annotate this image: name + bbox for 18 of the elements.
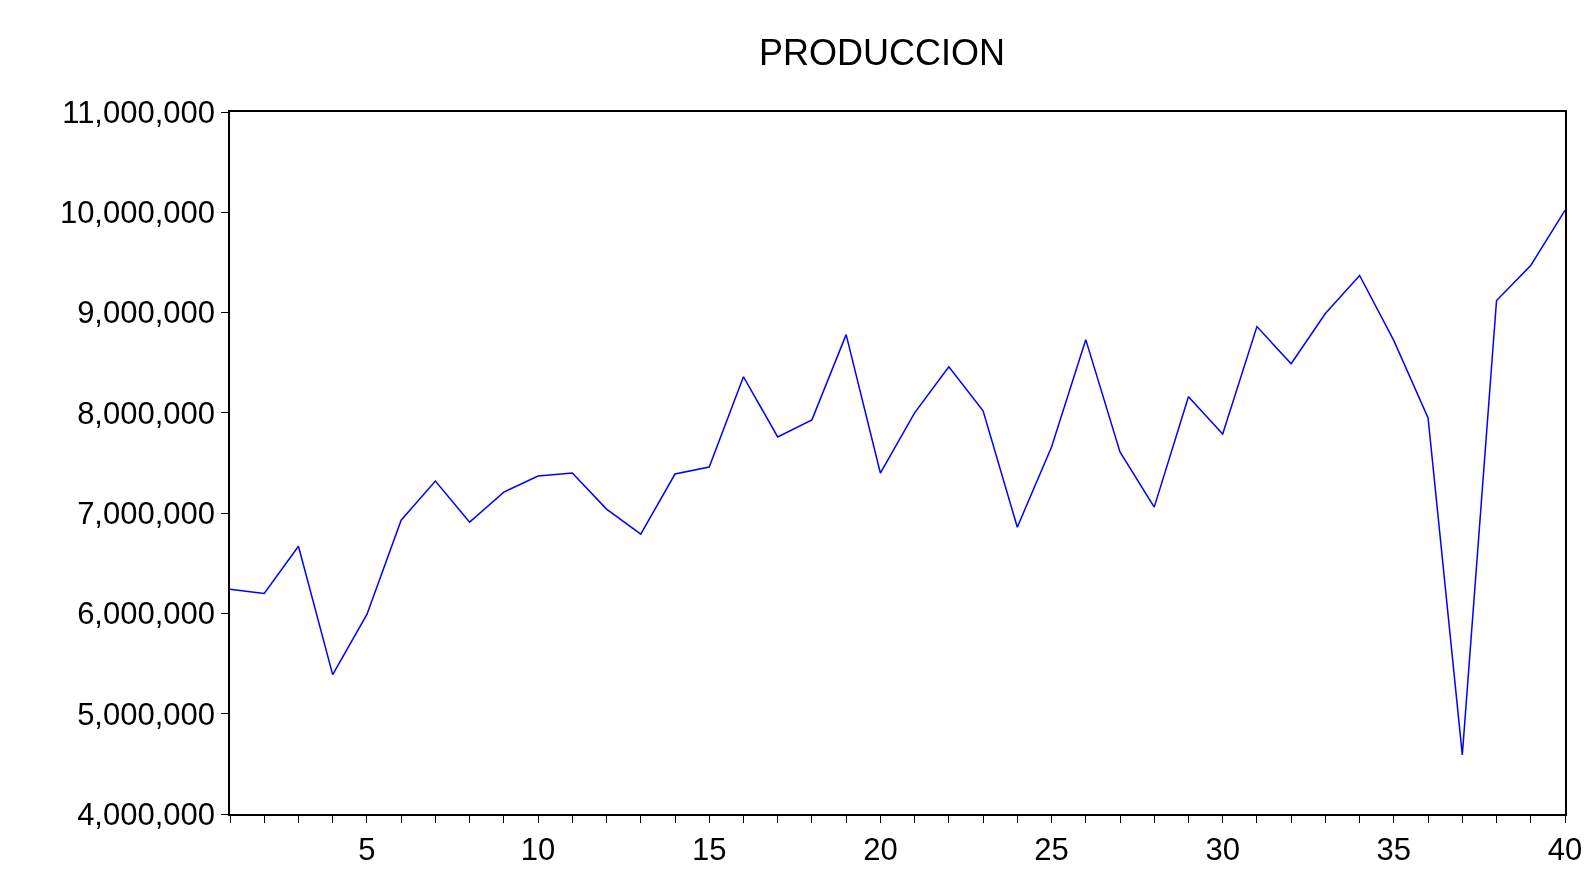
- y-tick-label: 7,000,000: [77, 495, 216, 531]
- y-tick-label: 5,000,000: [77, 696, 216, 732]
- x-tick-label: 15: [691, 831, 727, 867]
- line-series: [230, 209, 1565, 756]
- chart-title: PRODUCCION: [759, 31, 1006, 73]
- y-tick-label: 9,000,000: [77, 295, 216, 331]
- y-tick-label: 8,000,000: [77, 395, 216, 431]
- y-tick-label: 6,000,000: [77, 596, 216, 632]
- x-tick-label: 30: [1205, 831, 1240, 867]
- x-tick-label: 5: [358, 831, 376, 867]
- y-tick-label: 10,000,000: [59, 195, 216, 231]
- x-tick-label: 35: [1376, 831, 1412, 867]
- x-tick-label: 20: [863, 831, 898, 867]
- x-tick-label: 40: [1547, 831, 1583, 867]
- y-tick-label: 11,000,000: [62, 94, 216, 130]
- y-tick-label: 4,000,000: [77, 796, 216, 832]
- x-tick-label: 25: [1034, 831, 1069, 867]
- x-tick-label: 10: [520, 831, 556, 867]
